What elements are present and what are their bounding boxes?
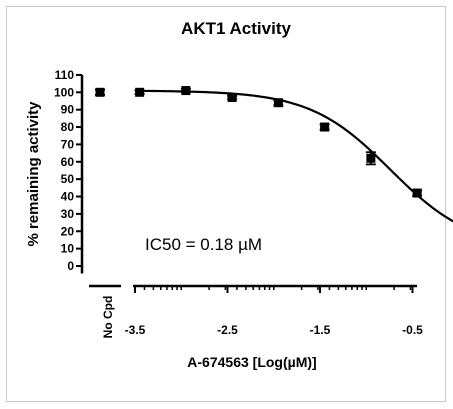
y-tick-label: 0 — [67, 259, 74, 273]
data-point — [412, 188, 423, 198]
chart-frame — [6, 6, 446, 402]
y-tick-label: 10 — [61, 242, 75, 256]
fit-curve — [139, 89, 453, 223]
control-tick-label: No Cpd — [101, 296, 115, 339]
y-tick-label: 40 — [61, 190, 75, 204]
data-point — [365, 151, 376, 166]
x-tick-label: -2.5 — [217, 323, 238, 337]
y-tick-label: 100 — [54, 85, 74, 99]
y-tick-label: 110 — [55, 68, 75, 82]
data-point-marker — [320, 122, 330, 132]
y-tick-label: 30 — [61, 207, 75, 221]
data-point-marker — [273, 98, 283, 108]
data-point-marker — [412, 188, 422, 198]
x-tick-label: -1.5 — [310, 323, 331, 337]
data-point-marker — [227, 93, 237, 103]
axes-group: 0 10 20 30 40 50 60 70 80 90 100 110 -3.5 -2.5 -1.5 -0.… — [54, 68, 423, 337]
data-point-marker — [135, 87, 145, 97]
data-point — [319, 122, 330, 132]
x-tick-label: -3.5 — [125, 323, 146, 337]
ic50-annotation: IC50 = 0.18 µM — [145, 235, 262, 254]
data-point — [227, 93, 238, 103]
x-tick-label: -0.5 — [402, 323, 423, 337]
x-axis-label: A-674563 [Log(µM)] — [187, 354, 316, 370]
chart-title: AKT1 Activity — [181, 19, 291, 38]
y-tick-label: 60 — [61, 155, 75, 169]
y-tick-label: 90 — [61, 103, 75, 117]
data-point-marker — [95, 87, 105, 97]
marks-group — [95, 86, 453, 223]
data-point-marker — [366, 153, 376, 163]
data-point — [134, 87, 145, 97]
y-tick-label: 70 — [61, 137, 75, 151]
y-tick-label: 20 — [61, 224, 75, 238]
control-point — [95, 87, 105, 97]
y-tick-label: 50 — [61, 172, 75, 186]
data-point — [273, 98, 284, 108]
data-point — [180, 86, 191, 96]
y-axis-label: % remaining activity — [25, 101, 42, 247]
data-point-marker — [181, 86, 191, 96]
y-tick-label: 80 — [61, 120, 75, 134]
